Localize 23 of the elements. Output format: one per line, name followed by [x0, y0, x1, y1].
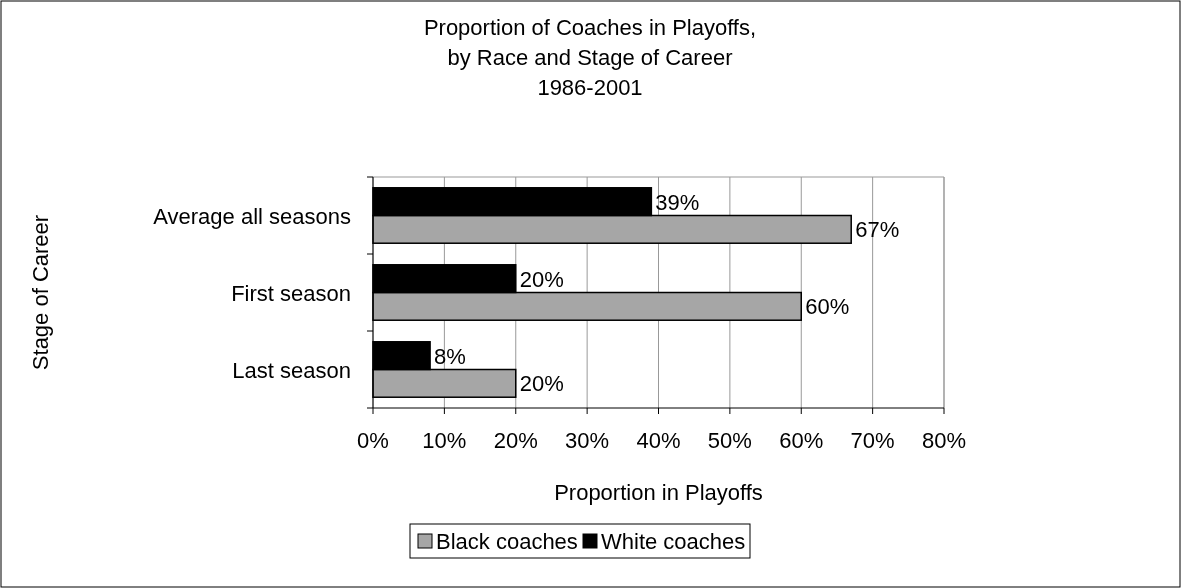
x-tick-label: 40% [636, 428, 681, 453]
data-label: 67% [855, 217, 900, 243]
x-tick-label: 50% [707, 428, 752, 453]
data-label: 20% [519, 266, 564, 292]
data-label: 60% [805, 294, 850, 320]
data-label: 8% [434, 343, 466, 369]
chart-title: Proportion of Coaches in Playoffs, by Race and Stage of Career 1986-2001 [423, 15, 757, 100]
x-tick-label: 60% [779, 428, 824, 453]
y-tick-label: Last season [232, 357, 351, 383]
x-tick-label: 80% [921, 428, 967, 453]
y-tick-label: Average all seasons [153, 203, 351, 229]
x-tick-label: 70% [850, 428, 895, 453]
x-tick-label: 0% [357, 428, 389, 453]
legend-label: White coaches [601, 529, 746, 554]
data-label: 39% [655, 189, 700, 215]
x-tick-label: 30% [565, 428, 610, 453]
y-tick-label: First season [231, 280, 351, 306]
x-tick-label: 20% [493, 428, 538, 453]
x-tick-label: 10% [422, 428, 467, 453]
data-label: 20% [519, 371, 564, 397]
x-axis-title: Proportion in Playoffs [554, 480, 763, 505]
legend-label: Black coaches [436, 529, 578, 554]
y-axis-title: Stage of Career [28, 214, 53, 371]
